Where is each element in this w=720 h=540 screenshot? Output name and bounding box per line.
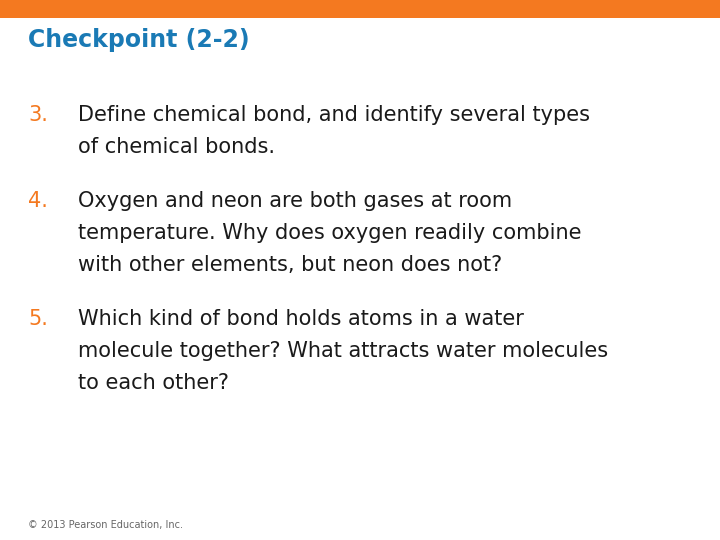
Text: with other elements, but neon does not?: with other elements, but neon does not?: [78, 255, 503, 275]
Text: Define chemical bond, and identify several types: Define chemical bond, and identify sever…: [78, 105, 590, 125]
Text: Checkpoint (2-2): Checkpoint (2-2): [28, 28, 250, 52]
Text: 4.: 4.: [28, 191, 48, 211]
Bar: [0, 0, 720, 18]
Text: molecule together? What attracts water molecules: molecule together? What attracts water m…: [78, 341, 608, 361]
Text: © 2013 Pearson Education, Inc.: © 2013 Pearson Education, Inc.: [28, 520, 183, 530]
Text: 3.: 3.: [28, 105, 48, 125]
Text: Oxygen and neon are both gases at room: Oxygen and neon are both gases at room: [78, 191, 512, 211]
Text: to each other?: to each other?: [78, 373, 229, 393]
Text: 5.: 5.: [28, 309, 48, 329]
Text: of chemical bonds.: of chemical bonds.: [78, 137, 275, 157]
Text: Which kind of bond holds atoms in a water: Which kind of bond holds atoms in a wate…: [78, 309, 524, 329]
Text: temperature. Why does oxygen readily combine: temperature. Why does oxygen readily com…: [78, 223, 582, 243]
